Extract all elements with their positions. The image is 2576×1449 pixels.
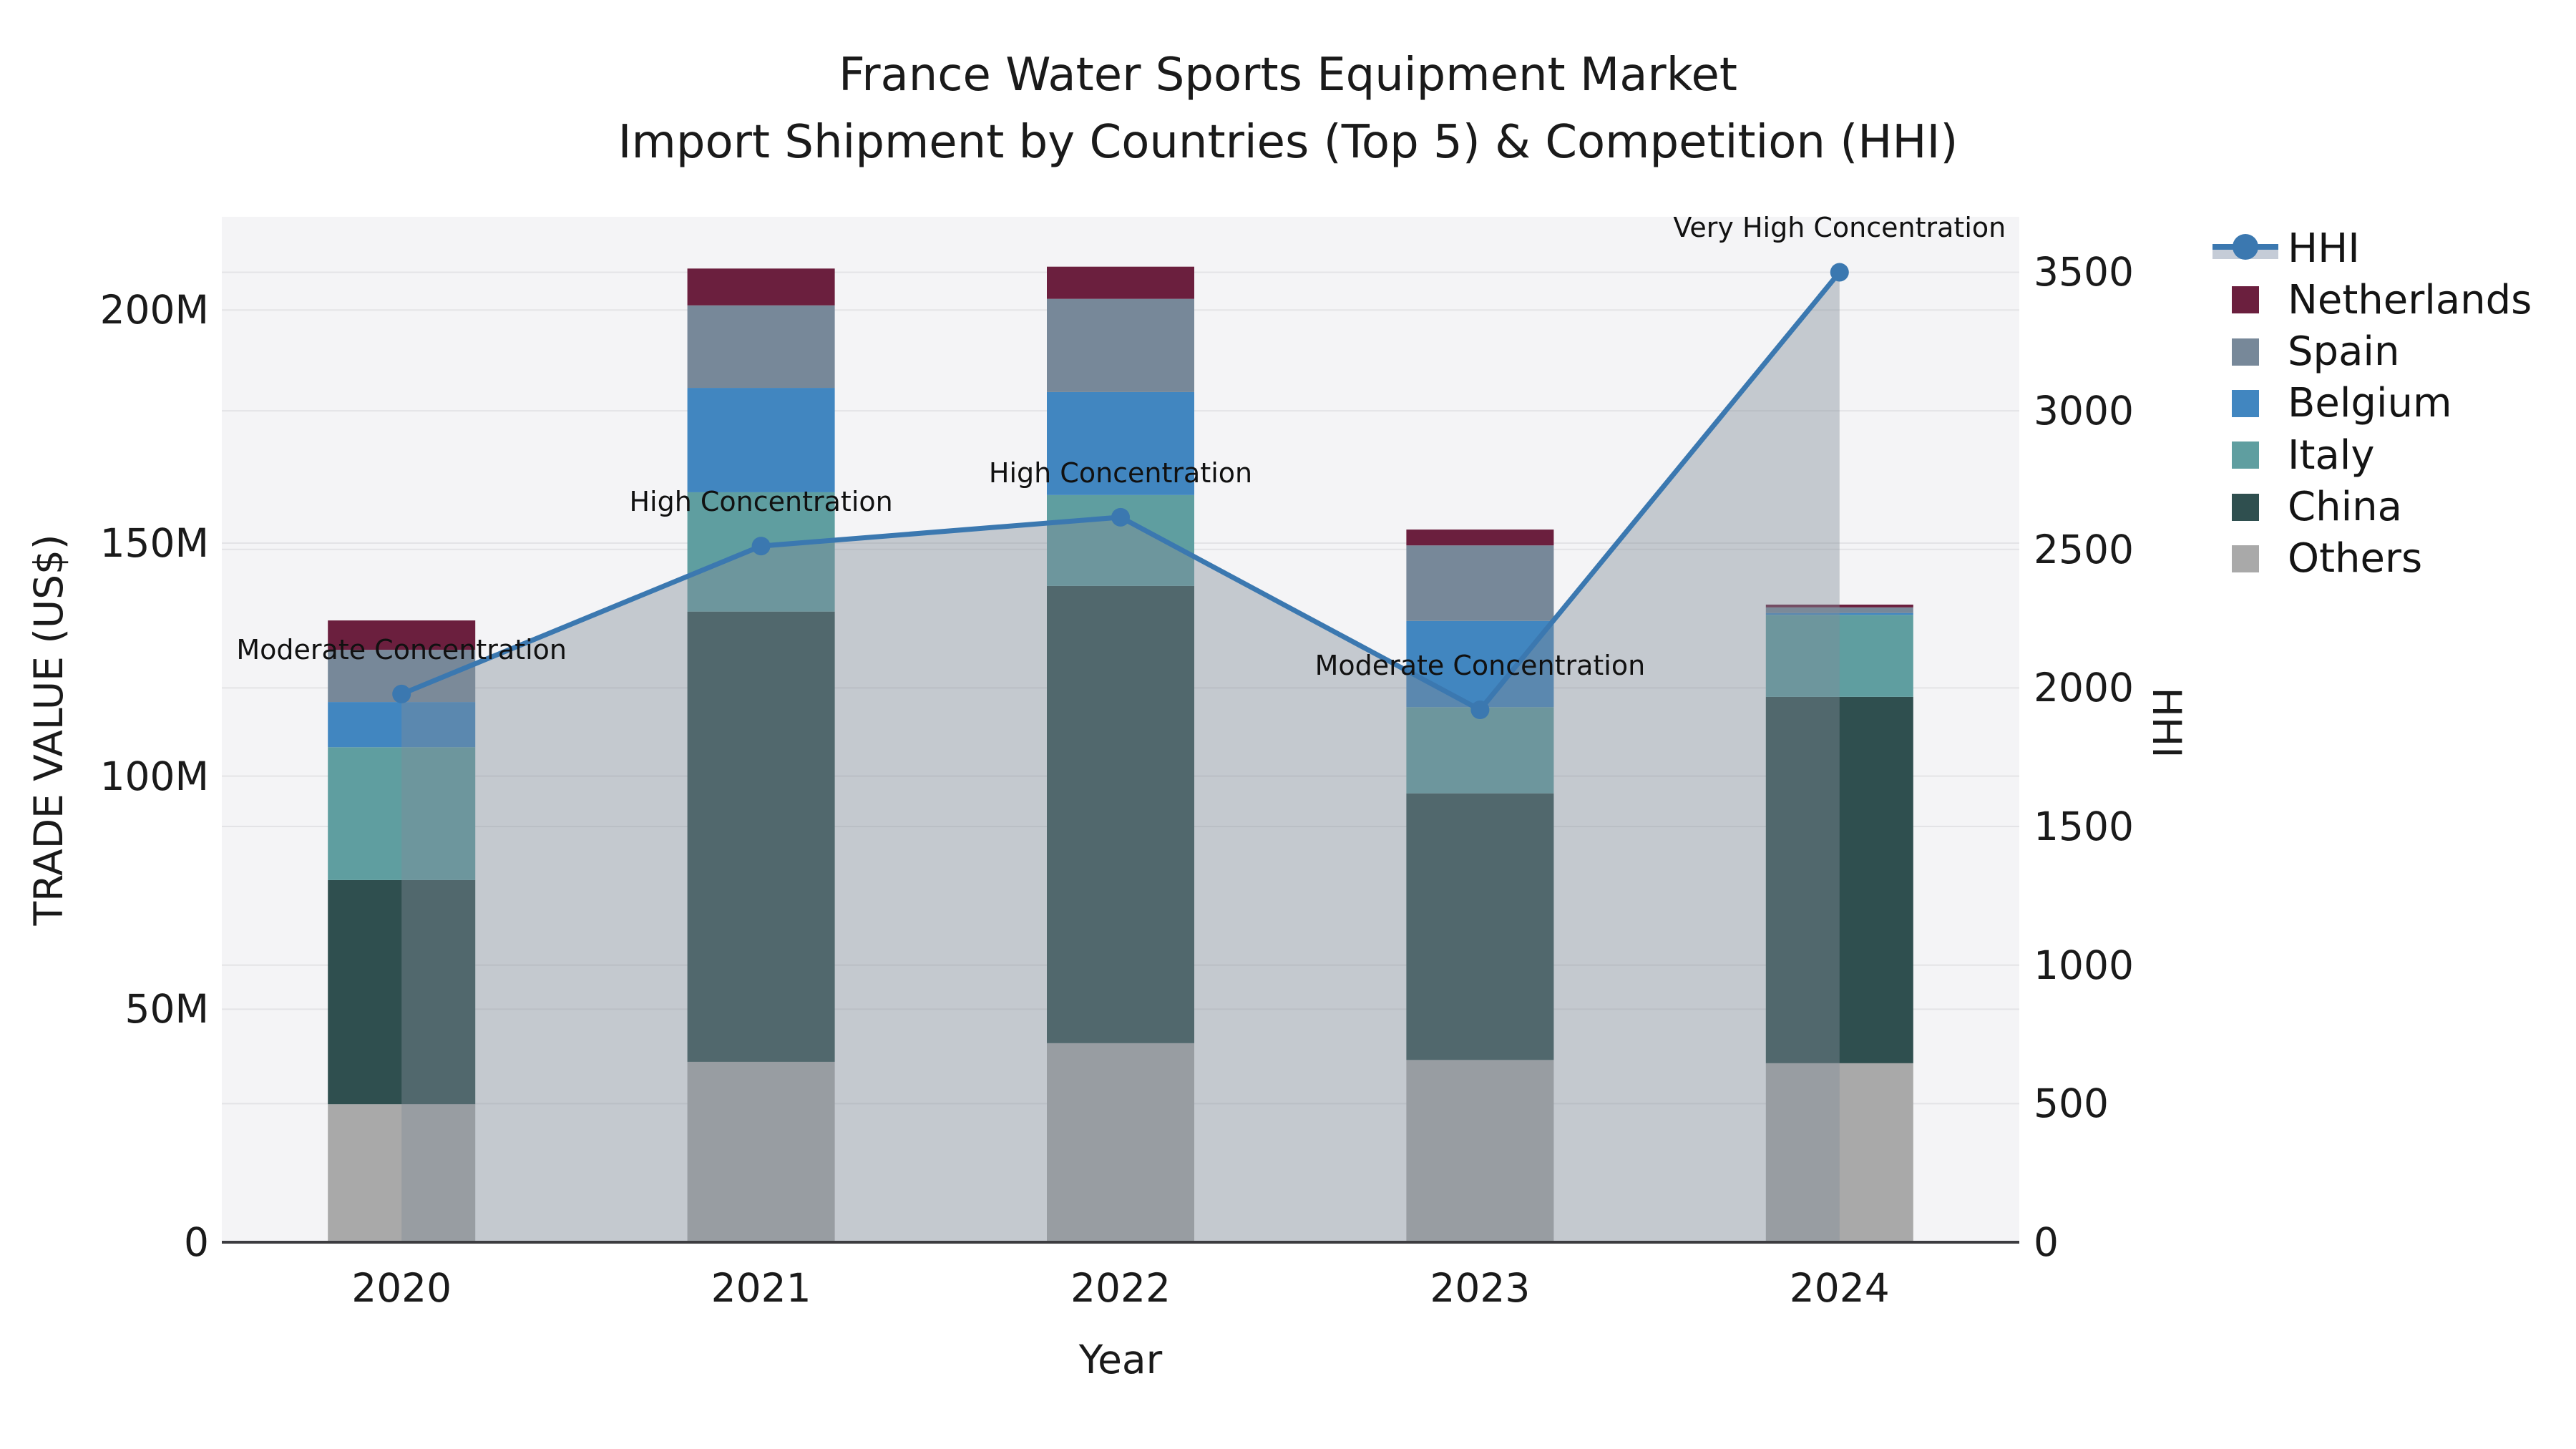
x-tick-2023: 2023 (1430, 1265, 1531, 1311)
bar-segment-spain-2022 (1047, 298, 1194, 392)
y-right-tick-1000: 1000 (2034, 942, 2134, 988)
legend-swatch-icon-netherlands (2211, 286, 2279, 314)
legend-item-spain: Spain (2211, 326, 2399, 378)
bar-segment-china-2021 (687, 611, 835, 1062)
hhi-marker-2020 (392, 684, 411, 703)
y-left-tick-0: 0 (184, 1219, 209, 1265)
legend-item-netherlands: Netherlands (2211, 274, 2532, 326)
chart-title: France Water Sports Equipment Market Imp… (0, 42, 2576, 176)
bar-segment-belgium-2022 (1047, 391, 1194, 495)
bar-segment-belgium-2024 (1765, 613, 1913, 615)
hhi-marker-2022 (1111, 507, 1130, 527)
annotation-2022: High Concentration (988, 457, 1253, 489)
chart-title-line2: Import Shipment by Countries (Top 5) & C… (618, 116, 1958, 169)
x-axis-title: Year (1078, 1337, 1163, 1382)
bar-segment-netherlands-2020 (328, 620, 476, 650)
chart-title-line1: France Water Sports Equipment Market (839, 49, 1737, 102)
legend-label-others: Others (2288, 535, 2423, 582)
legend-swatch-icon-italy (2211, 441, 2279, 469)
hhi-area (401, 272, 1840, 1242)
annotation-2021: High Concentration (629, 486, 893, 518)
y-right-tick-3500: 3500 (2034, 249, 2134, 296)
legend-item-belgium: Belgium (2211, 378, 2452, 429)
legend-label-belgium: Belgium (2288, 380, 2452, 427)
y-right-tick-1500: 1500 (2034, 804, 2134, 850)
y-right-tick-500: 500 (2034, 1080, 2109, 1127)
bar-segment-spain-2024 (1765, 607, 1913, 613)
legend-swatch-icon-spain (2211, 338, 2279, 366)
y-left-tick-200M: 200M (99, 287, 209, 333)
bar-segment-italy-2024 (1765, 615, 1913, 697)
bar-segment-netherlands-2024 (1765, 604, 1913, 608)
bar-segment-netherlands-2023 (1406, 530, 1554, 546)
bar-segment-spain-2023 (1406, 545, 1554, 621)
legend-label-italy: Italy (2288, 431, 2375, 479)
x-tick-2022: 2022 (1070, 1265, 1171, 1311)
legend-label-hhi: HHI (2288, 225, 2360, 272)
annotation-2023: Moderate Concentration (1314, 650, 1646, 681)
y-left-axis-title: TRADE VALUE (US$) (26, 534, 72, 926)
bar-segment-china-2022 (1047, 585, 1194, 1043)
bar-segment-china-2020 (328, 879, 476, 1105)
y-left-tick-150M: 150M (99, 519, 209, 566)
legend-item-italy: Italy (2211, 429, 2375, 481)
bar-segment-others-2023 (1406, 1060, 1554, 1242)
x-tick-2021: 2021 (711, 1265, 811, 1311)
bar-segment-others-2022 (1047, 1043, 1194, 1242)
bar-segment-netherlands-2021 (687, 268, 835, 306)
legend-label-spain: Spain (2288, 328, 2400, 376)
x-tick-2020: 2020 (351, 1265, 452, 1311)
y-left-tick-50M: 50M (125, 986, 209, 1033)
y-right-tick-0: 0 (2034, 1219, 2059, 1265)
legend-swatch-icon-belgium (2211, 389, 2279, 417)
y-right-tick-2000: 2000 (2034, 665, 2134, 711)
hhi-marker-2024 (1830, 263, 1849, 282)
legend-item-hhi: HHI (2211, 223, 2360, 274)
hhi-marker-2023 (1470, 701, 1490, 720)
bar-segment-belgium-2021 (687, 388, 835, 492)
annotation-2020: Moderate Concentration (236, 633, 567, 665)
legend-swatch-icon-china (2211, 493, 2279, 521)
y-right-tick-3000: 3000 (2034, 388, 2134, 434)
bar-segment-netherlands-2022 (1047, 266, 1194, 299)
legend-label-china: China (2288, 484, 2402, 530)
legend-swatch-icon-others (2211, 545, 2279, 572)
legend-item-china: China (2211, 482, 2402, 533)
bar-segment-belgium-2020 (328, 702, 476, 748)
legend-item-others: Others (2211, 533, 2422, 585)
bar-segment-spain-2021 (687, 305, 835, 389)
x-tick-2024: 2024 (1789, 1265, 1890, 1311)
annotation-2024: Very High Concentration (1673, 212, 2006, 244)
bar-segment-others-2021 (687, 1061, 835, 1242)
legend-label-netherlands: Netherlands (2288, 276, 2532, 323)
y-right-tick-2500: 2500 (2034, 526, 2134, 572)
bar-segment-belgium-2023 (1406, 620, 1554, 708)
y-right-axis-title: HHI (2144, 687, 2190, 758)
bar-segment-others-2024 (1765, 1063, 1913, 1242)
y-left-tick-100M: 100M (99, 753, 209, 799)
hhi-marker-2021 (751, 537, 771, 556)
bar-segment-china-2024 (1765, 696, 1913, 1063)
bar-segment-italy-2023 (1406, 707, 1554, 794)
hhi-line-legend-icon (2211, 234, 2279, 263)
bar-segment-italy-2020 (328, 747, 476, 880)
bar-segment-china-2023 (1406, 793, 1554, 1060)
bar-segment-others-2020 (328, 1104, 476, 1242)
